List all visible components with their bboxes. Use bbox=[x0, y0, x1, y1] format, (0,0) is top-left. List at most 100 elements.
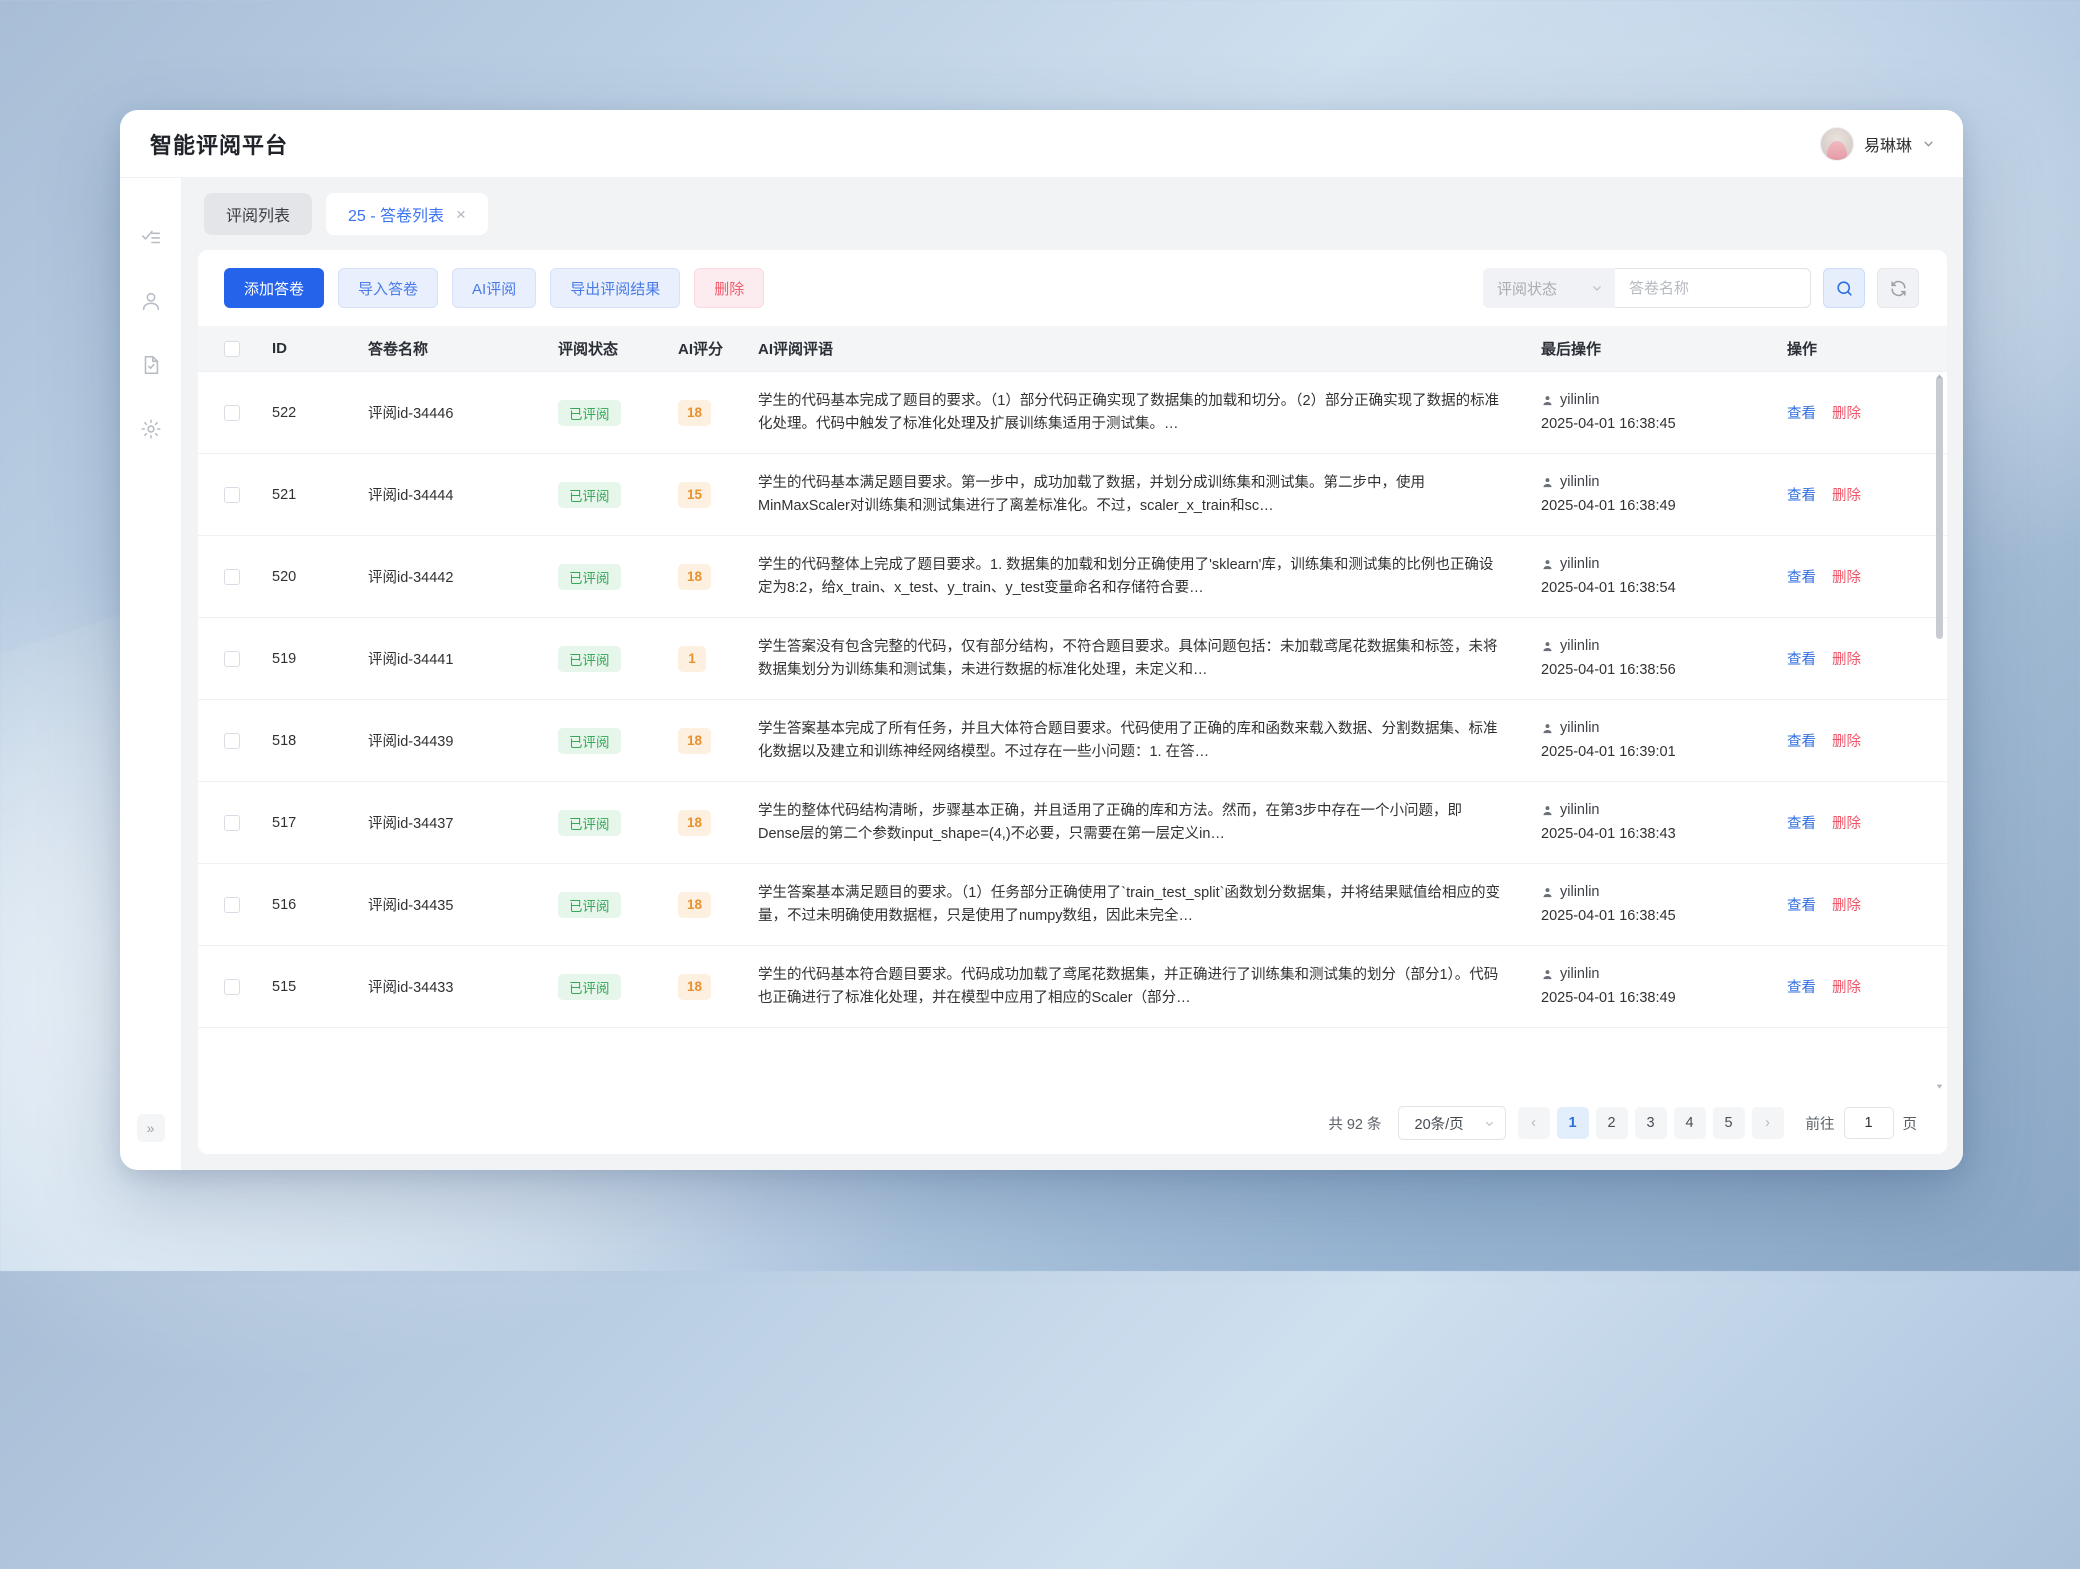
comment-text: 学生的代码基本符合题目要求。代码成功加载了鸢尾花数据集，并正确进行了训练集和测试… bbox=[758, 966, 1499, 1006]
app-window: 智能评阅平台 易琳琳 bbox=[120, 110, 1963, 1170]
jump-suffix-label: 页 bbox=[1902, 1116, 1918, 1133]
cell-id: 521 bbox=[272, 486, 297, 503]
cell-name: 评阅id-34439 bbox=[368, 734, 454, 750]
tab-review-list[interactable]: 评阅列表 bbox=[204, 193, 313, 235]
select-all-checkbox[interactable] bbox=[224, 340, 240, 357]
user-icon bbox=[142, 292, 159, 311]
table-row[interactable]: 515 评阅id-34433 已评阅 18 学生的代码基本符合题目要求。代码成功加载了鸢… bbox=[198, 946, 1947, 1028]
search-button[interactable] bbox=[1823, 268, 1865, 308]
prev-page-button[interactable]: ‹ bbox=[1517, 1107, 1550, 1139]
row-checkbox[interactable] bbox=[224, 978, 240, 995]
user-name: 易琳琳 bbox=[1863, 137, 1912, 155]
table-scrollbar[interactable] bbox=[1936, 376, 1943, 1086]
scroll-up-arrow-icon[interactable] bbox=[1934, 372, 1945, 382]
view-link[interactable]: 查看 bbox=[1787, 652, 1816, 668]
delete-link[interactable]: 删除 bbox=[1832, 406, 1861, 422]
row-checkbox[interactable] bbox=[224, 814, 240, 831]
last-op-user: yilinlin bbox=[1541, 717, 1787, 740]
last-op-user: yilinlin bbox=[1541, 799, 1787, 822]
table-scrollbar-thumb[interactable] bbox=[1936, 376, 1943, 639]
user-menu[interactable]: 易琳琳 bbox=[1819, 126, 1935, 161]
view-link[interactable]: 查看 bbox=[1787, 898, 1816, 914]
last-op-user-name: yilinlin bbox=[1560, 392, 1600, 409]
page-button-3[interactable]: 3 bbox=[1634, 1107, 1667, 1139]
cell-score: 18 bbox=[678, 399, 758, 426]
table-row[interactable]: 518 评阅id-34439 已评阅 18 学生答案基本完成了所有任务，并且大体符合题目… bbox=[198, 700, 1947, 782]
sidebar-item-review-list[interactable] bbox=[128, 214, 174, 260]
delete-link[interactable]: 删除 bbox=[1832, 734, 1861, 750]
cell-id: 515 bbox=[272, 978, 297, 995]
jump-page-input[interactable] bbox=[1843, 1107, 1894, 1139]
add-answer-button[interactable]: 添加答卷 bbox=[224, 268, 325, 308]
view-link[interactable]: 查看 bbox=[1787, 980, 1816, 996]
comment-text: 学生的代码基本完成了题目的要求。（1）部分代码正确实现了数据集的加载和切分。（2… bbox=[758, 392, 1500, 432]
table-row[interactable]: 516 评阅id-34435 已评阅 18 学生答案基本满足题目的要求。（1）任务部分正… bbox=[198, 864, 1947, 946]
table-row[interactable]: 522 评阅id-34446 已评阅 18 学生的代码基本完成了题目的要求。（1）部分代… bbox=[198, 372, 1947, 454]
delete-link[interactable]: 删除 bbox=[1832, 816, 1861, 832]
search-icon bbox=[1836, 280, 1852, 296]
view-link[interactable]: 查看 bbox=[1787, 816, 1816, 832]
user-icon bbox=[1543, 806, 1552, 816]
last-op-user-name: yilinlin bbox=[1560, 638, 1600, 655]
status-filter-select[interactable]: 评阅状态 bbox=[1483, 268, 1615, 308]
page-button-1[interactable]: 1 bbox=[1556, 1107, 1589, 1139]
score-badge: 15 bbox=[678, 481, 712, 508]
next-page-button[interactable]: › bbox=[1751, 1107, 1784, 1139]
row-checkbox[interactable] bbox=[224, 732, 240, 749]
page-nav: ‹ 1 2 3 4 5 › bbox=[1517, 1107, 1784, 1139]
search-input[interactable] bbox=[1615, 268, 1811, 308]
cell-operations: 查看 删除 bbox=[1787, 566, 1947, 587]
close-icon[interactable]: × bbox=[456, 204, 466, 224]
tab-answer-list[interactable]: 25 - 答卷列表 × bbox=[326, 193, 488, 235]
delete-link[interactable]: 删除 bbox=[1832, 570, 1861, 586]
row-checkbox[interactable] bbox=[224, 568, 240, 585]
table-row[interactable]: 517 评阅id-34437 已评阅 18 学生的整体代码结构清晰，步骤基本正确，并且适… bbox=[198, 782, 1947, 864]
cell-id: 522 bbox=[272, 404, 297, 421]
refresh-icon bbox=[1890, 280, 1906, 296]
row-checkbox[interactable] bbox=[224, 404, 240, 421]
sidebar-item-users[interactable] bbox=[128, 278, 174, 324]
user-icon bbox=[1543, 560, 1552, 570]
main-content: 评阅列表 25 - 答卷列表 × 添加答卷 导入答卷 AI评阅 导出评阅结果 删… bbox=[182, 178, 1963, 1170]
page-button-5[interactable]: 5 bbox=[1712, 1107, 1745, 1139]
cell-status: 已评阅 bbox=[558, 809, 678, 836]
cell-operations: 查看 删除 bbox=[1787, 730, 1947, 751]
user-icon bbox=[1543, 642, 1552, 652]
cell-id: 520 bbox=[272, 568, 297, 585]
tab-label: 25 - 答卷列表 bbox=[348, 208, 445, 225]
table-row[interactable]: 519 评阅id-34441 已评阅 1 学生答案没有包含完整的代码，仅有部分结构，不符… bbox=[198, 618, 1947, 700]
delete-button[interactable]: 删除 bbox=[694, 268, 765, 308]
import-answer-button[interactable]: 导入答卷 bbox=[338, 268, 439, 308]
view-link[interactable]: 查看 bbox=[1787, 734, 1816, 750]
scroll-down-arrow-icon[interactable] bbox=[1934, 1081, 1945, 1092]
refresh-button[interactable] bbox=[1877, 268, 1919, 308]
last-op-time: 2025-04-01 16:38:56 bbox=[1541, 661, 1676, 678]
delete-link[interactable]: 删除 bbox=[1832, 652, 1861, 668]
sidebar-item-settings[interactable] bbox=[128, 406, 174, 452]
sidebar-collapse-button[interactable]: » bbox=[136, 1114, 165, 1142]
page-size-select[interactable]: 20条/页 bbox=[1397, 1106, 1506, 1140]
search-group: 评阅状态 bbox=[1483, 268, 1919, 308]
view-link[interactable]: 查看 bbox=[1787, 488, 1816, 504]
table-row[interactable]: 521 评阅id-34444 已评阅 15 学生的代码基本满足题目要求。第一步中，成功加… bbox=[198, 454, 1947, 536]
row-checkbox[interactable] bbox=[224, 486, 240, 503]
page-button-4[interactable]: 4 bbox=[1673, 1107, 1706, 1139]
view-link[interactable]: 查看 bbox=[1787, 406, 1816, 422]
sidebar-item-papers[interactable] bbox=[128, 342, 174, 388]
table-row[interactable]: 520 评阅id-34442 已评阅 18 学生的代码整体上完成了题目要求。1. 数据集… bbox=[198, 536, 1947, 618]
export-result-button[interactable]: 导出评阅结果 bbox=[550, 268, 681, 308]
delete-link[interactable]: 删除 bbox=[1832, 488, 1861, 504]
view-link[interactable]: 查看 bbox=[1787, 570, 1816, 586]
last-op-user-name: yilinlin bbox=[1560, 966, 1600, 983]
ai-review-button[interactable]: AI评阅 bbox=[452, 268, 537, 308]
page-button-2[interactable]: 2 bbox=[1595, 1107, 1628, 1139]
row-checkbox[interactable] bbox=[224, 896, 240, 913]
delete-link[interactable]: 删除 bbox=[1832, 980, 1861, 996]
score-badge: 18 bbox=[678, 727, 712, 754]
cell-comment: 学生的代码整体上完成了题目要求。1. 数据集的加载和划分正确使用了'sklear… bbox=[758, 554, 1541, 600]
delete-link[interactable]: 删除 bbox=[1832, 898, 1861, 914]
status-badge: 已评阅 bbox=[558, 645, 621, 672]
cell-comment: 学生的代码基本符合题目要求。代码成功加载了鸢尾花数据集，并正确进行了训练集和测试… bbox=[758, 964, 1541, 1010]
app-header: 智能评阅平台 易琳琳 bbox=[120, 110, 1963, 178]
row-checkbox[interactable] bbox=[224, 650, 240, 667]
